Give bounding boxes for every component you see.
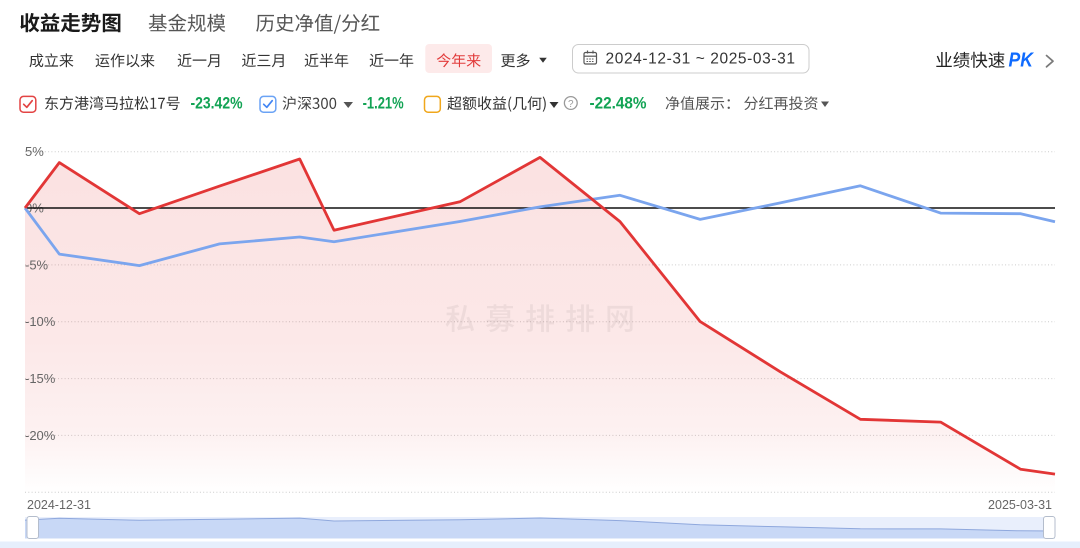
- svg-text:-23.42%: -23.42%: [191, 94, 243, 113]
- svg-text:-15%: -15%: [25, 371, 56, 386]
- svg-text:2024-12-31: 2024-12-31: [27, 498, 91, 512]
- svg-text:PK: PK: [1009, 50, 1035, 72]
- svg-text:-5%: -5%: [25, 257, 49, 272]
- svg-text:2024-12-31 ~ 2025-03-31: 2024-12-31 ~ 2025-03-31: [606, 50, 796, 67]
- svg-text:-10%: -10%: [25, 314, 56, 329]
- svg-text:2025-03-31: 2025-03-31: [988, 498, 1052, 512]
- svg-text:-20%: -20%: [25, 428, 56, 443]
- svg-text:-1.21%: -1.21%: [363, 94, 404, 113]
- svg-text:?: ?: [568, 99, 574, 110]
- svg-text:5%: 5%: [25, 144, 44, 159]
- svg-text:-22.48%: -22.48%: [590, 94, 647, 113]
